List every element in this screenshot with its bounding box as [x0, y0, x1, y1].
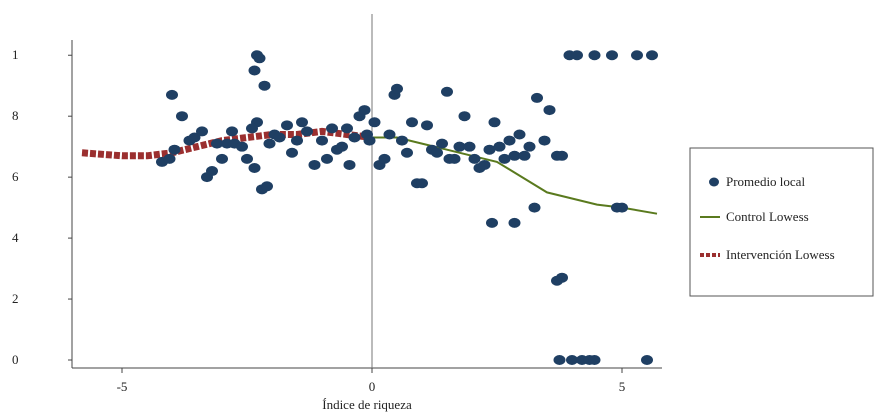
y-tick-label: 4: [12, 230, 19, 245]
scatter-point: [264, 139, 276, 149]
scatter-point: [406, 117, 418, 127]
scatter-point: [449, 154, 461, 164]
scatter-point: [514, 129, 526, 139]
scatter-point: [504, 136, 516, 146]
scatter-point: [544, 105, 556, 115]
scatter-point: [631, 50, 643, 60]
x-axis-title: Índice de riqueza: [322, 397, 412, 412]
scatter-point: [364, 136, 376, 146]
scatter-point: [556, 151, 568, 161]
scatter-point: [349, 133, 361, 143]
scatter-point: [176, 111, 188, 121]
legend-label-intervencion-lowess: Intervención Lowess: [726, 247, 835, 262]
scatter-point: [286, 148, 298, 158]
scatter-point: [384, 129, 396, 139]
scatter-point: [489, 117, 501, 127]
scatter-point: [494, 142, 506, 152]
scatter-point: [571, 50, 583, 60]
scatter-point: [464, 142, 476, 152]
scatter-point: [291, 136, 303, 146]
x-tick-label: -5: [117, 379, 128, 394]
scatter-point: [431, 148, 443, 158]
scatter-point: [551, 276, 563, 286]
scatter-point: [236, 142, 248, 152]
scatter-point: [296, 117, 308, 127]
scatter-point: [249, 65, 261, 75]
scatter-point: [344, 160, 356, 170]
legend: Promedio local Control Lowess Intervenci…: [690, 148, 873, 296]
scatter-point: [246, 123, 258, 133]
scatter-point: [281, 120, 293, 130]
scatter-point: [196, 126, 208, 136]
scatter-point: [396, 136, 408, 146]
scatter-point: [469, 154, 481, 164]
scatter-point: [416, 178, 428, 188]
scatter-point: [259, 81, 271, 91]
scatter-point: [321, 154, 333, 164]
scatter-point: [341, 123, 353, 133]
legend-label-promedio-local: Promedio local: [726, 174, 805, 189]
scatter-point: [216, 154, 228, 164]
scatter-point: [241, 154, 253, 164]
scatter-point: [169, 145, 181, 155]
scatter-point: [166, 90, 178, 100]
legend-marker-promedio-local: [709, 178, 719, 187]
scatter-point: [479, 160, 491, 170]
scatter-point: [309, 160, 321, 170]
scatter-point: [226, 126, 238, 136]
y-tick-label: 8: [12, 108, 19, 123]
y-tick-label: 0: [12, 352, 19, 367]
legend-label-control-lowess: Control Lowess: [726, 209, 809, 224]
scatter-point: [206, 166, 218, 176]
scatter-point: [359, 105, 371, 115]
scatter-point: [301, 126, 313, 136]
scatter-point: [589, 355, 601, 365]
scatter-point: [641, 355, 653, 365]
scatter-point: [589, 50, 601, 60]
series-line-control-lowess: [372, 138, 657, 214]
scatter-point: [509, 218, 521, 228]
scatter-point: [274, 133, 286, 143]
scatter-point: [336, 142, 348, 152]
scatter-point: [606, 50, 618, 60]
scatter-point: [379, 154, 391, 164]
scatter-point: [459, 111, 471, 121]
x-tick-label: 5: [619, 379, 626, 394]
scatter-point: [486, 218, 498, 228]
scatter-point: [249, 163, 261, 173]
scatter-point: [529, 203, 541, 213]
x-tick-label: 0: [369, 379, 376, 394]
scatter-point: [391, 84, 403, 94]
scatter-point: [326, 123, 338, 133]
scatter-point: [421, 120, 433, 130]
scatter-point: [316, 136, 328, 146]
scatter-point: [441, 87, 453, 97]
scatter-point: [554, 355, 566, 365]
scatter-point: [261, 181, 273, 191]
scatter-point: [646, 50, 658, 60]
scatter-point: [519, 151, 531, 161]
y-tick-label: 1: [12, 47, 19, 62]
y-tick-label: 6: [12, 169, 19, 184]
scatter-point: [524, 142, 536, 152]
scatter-point: [539, 136, 551, 146]
scatter-point: [531, 93, 543, 103]
axes-layer: [72, 14, 662, 368]
scatter-point: [616, 203, 628, 213]
scatter-point: [369, 117, 381, 127]
points-layer: [156, 50, 658, 365]
scatter-point: [164, 154, 176, 164]
scatter-point: [436, 139, 448, 149]
scatter-point: [401, 148, 413, 158]
y-tick-label: 2: [12, 291, 19, 306]
scatter-point: [254, 53, 266, 63]
